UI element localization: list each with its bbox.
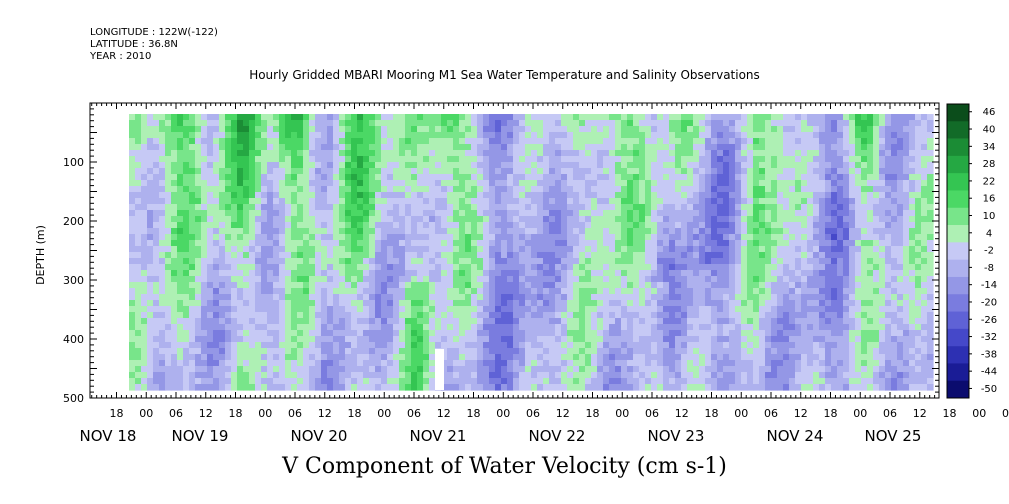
- x-day-label: NOV 18: [80, 427, 137, 445]
- chart-title: Hourly Gridded MBARI Mooring M1 Sea Wate…: [249, 68, 760, 82]
- y-tick-label: 500: [63, 392, 84, 405]
- colorbar-label: 34: [983, 142, 996, 153]
- x-hour-tick-label: 00: [615, 407, 629, 420]
- x-hour-tick-label: 00: [853, 407, 867, 420]
- x-hour-tick-label: 12: [199, 407, 213, 420]
- x-hour-tick-label: 18: [229, 407, 243, 420]
- colorbar-label: -8: [984, 263, 994, 274]
- colorbar-swatch: [947, 363, 969, 382]
- y-axis: 100 200 300 400 500: [63, 108, 939, 405]
- colorbar-label: -38: [981, 349, 997, 360]
- x-hour-tick-label: 18: [824, 407, 838, 420]
- x-hour-tick-label: 06: [645, 407, 659, 420]
- x-hour-tick-label: 18: [110, 407, 124, 420]
- x-hour-tick-label: 12: [437, 407, 451, 420]
- x-hour-tick-label: 00: [496, 407, 510, 420]
- x-day-label: NOV 23: [648, 427, 705, 445]
- x-day-label: NOV 20: [291, 427, 348, 445]
- colorbar-label: 40: [983, 125, 996, 136]
- x-day-label: NOV 21: [410, 427, 467, 445]
- x-hour-tick-label: 00: [972, 407, 986, 420]
- colorbar-swatch: [947, 121, 969, 139]
- x-hour-tick-label: 18: [467, 407, 481, 420]
- x-hour-tick-label: 00: [139, 407, 153, 420]
- x-hour-tick-label: 00: [258, 407, 272, 420]
- x-hour-tick-label: 18: [943, 407, 957, 420]
- colorbar-swatch: [947, 380, 969, 399]
- x-hour-tick-label: 06: [288, 407, 302, 420]
- x-hour-tick-label: 06: [1002, 407, 1009, 420]
- longitude-label: LONGITUDE : 122W(-122): [90, 27, 218, 38]
- y-tick-label: 100: [63, 156, 84, 169]
- x-day-label: NOV 22: [529, 427, 586, 445]
- colorbar-label: -26: [981, 315, 997, 326]
- colorbar-swatch: [947, 259, 969, 278]
- colorbar-swatch: [947, 173, 969, 191]
- colorbar: 46 40 34 28 22 16 10 4 -2 -8 -14 -20 -26 -32 -38 -44 -50: [946, 103, 997, 399]
- colorbar-label: -2: [984, 246, 994, 257]
- colorbar-swatch: [947, 138, 969, 157]
- colorbar-label: -44: [981, 367, 997, 378]
- y-tick-label: 300: [63, 274, 84, 287]
- velocity-field: [129, 114, 934, 391]
- x-hour-tick-label: 12: [318, 407, 332, 420]
- colorbar-label: -50: [981, 384, 997, 395]
- colorbar-label: -14: [981, 280, 997, 291]
- x-axis: 18 00 06 12 18 00 06 12 18 00 06 12 18 00 06 12 18 00 06 12…: [80, 103, 1009, 445]
- colorbar-swatch: [947, 155, 969, 174]
- colorbar-label: 16: [983, 194, 996, 205]
- colorbar-label: -20: [981, 297, 997, 308]
- colorbar-swatch: [947, 276, 969, 295]
- x-hour-tick-label: 18: [348, 407, 362, 420]
- colorbar-swatch: [947, 207, 969, 226]
- x-hour-tick-label: 06: [407, 407, 421, 420]
- colorbar-swatch: [947, 328, 969, 347]
- colorbar-label: 10: [983, 211, 996, 222]
- x-hour-tick-label: 06: [764, 407, 778, 420]
- x-hour-tick-label: 00: [377, 407, 391, 420]
- colorbar-swatch: [947, 225, 969, 243]
- colorbar-swatch: [947, 311, 969, 330]
- y-tick-label: 400: [63, 333, 84, 346]
- x-day-label: NOV 19: [172, 427, 229, 445]
- colorbar-label: -32: [981, 332, 997, 343]
- x-hour-tick-label: 12: [675, 407, 689, 420]
- colorbar-label: 28: [983, 159, 996, 170]
- colorbar-label: 22: [983, 176, 996, 187]
- x-hour-tick-label: 06: [526, 407, 540, 420]
- year-label: YEAR : 2010: [90, 51, 152, 62]
- x-day-label: NOV 25: [865, 427, 922, 445]
- x-hour-tick-label: 12: [794, 407, 808, 420]
- latitude-label: LATITUDE : 36.8N: [90, 39, 178, 50]
- colorbar-label: 46: [983, 107, 996, 118]
- x-hour-tick-label: 00: [734, 407, 748, 420]
- colorbar-label: 4: [986, 228, 992, 239]
- colorbar-swatch: [947, 294, 969, 312]
- y-axis-label: DEPTH (m): [34, 225, 47, 285]
- colorbar-swatch: [947, 242, 969, 260]
- x-day-label: NOV 24: [767, 427, 824, 445]
- x-hour-tick-label: 12: [556, 407, 570, 420]
- colorbar-swatch: [947, 346, 969, 364]
- x-hour-tick-label: 06: [883, 407, 897, 420]
- y-tick-label: 200: [63, 215, 84, 228]
- x-hour-tick-label: 12: [913, 407, 927, 420]
- colorbar-swatch: [947, 104, 969, 122]
- x-axis-label: V Component of Water Velocity (cm s-1): [282, 454, 727, 479]
- colorbar-swatch: [947, 190, 969, 209]
- x-hour-tick-label: 06: [169, 407, 183, 420]
- x-hour-tick-label: 18: [586, 407, 600, 420]
- x-hour-tick-label: 18: [705, 407, 719, 420]
